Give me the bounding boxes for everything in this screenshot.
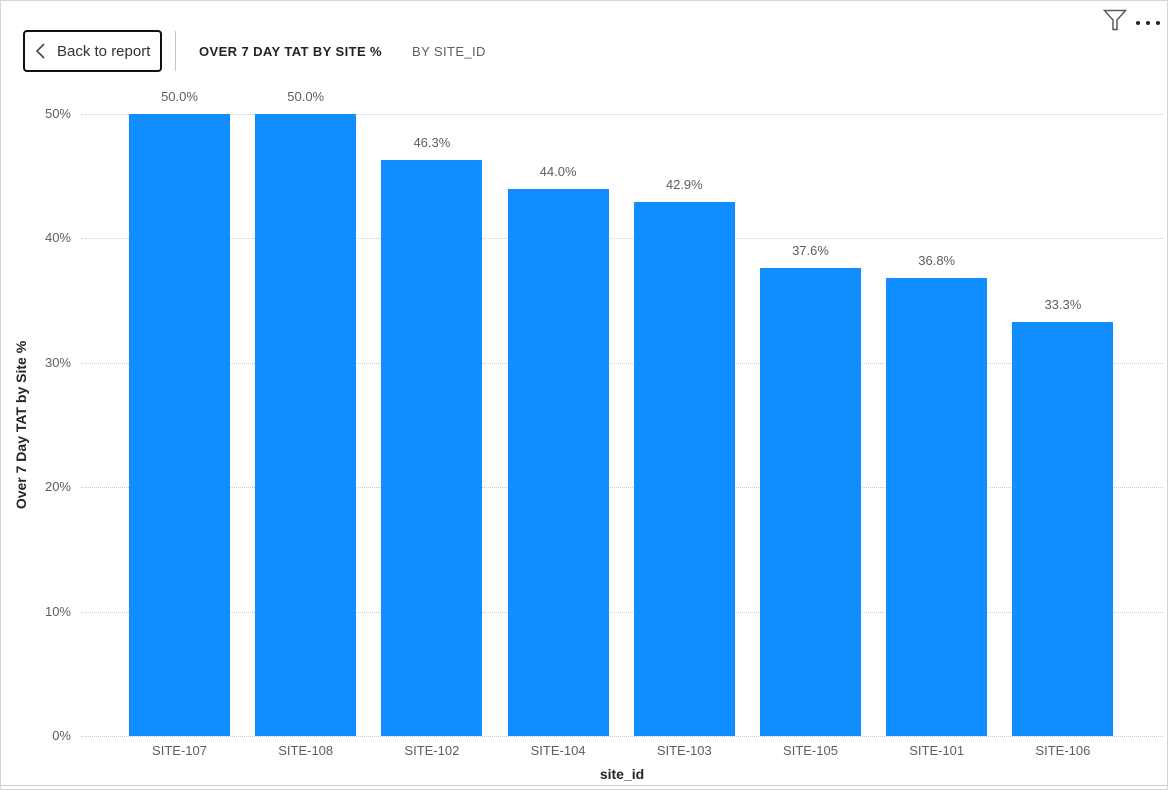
header-divider [175,31,176,71]
more-options-icon[interactable] [1134,17,1162,29]
y-gridline [81,736,1163,737]
x-category-label: SITE-107 [152,743,207,758]
bar-SITE-103[interactable] [633,202,735,736]
y-axis-tick-label: 10% [44,603,71,619]
y-axis-tick-label: 40% [44,230,71,246]
x-category-label: SITE-104 [530,743,586,758]
visual-subtitle: BY SITE_ID [412,44,486,59]
x-axis-title: site_id [599,766,645,782]
bottom-edge-line [1,785,1167,786]
y-gridline [81,362,1163,364]
ellipsis-dot [1156,21,1160,25]
bar-SITE-106[interactable] [1012,321,1114,736]
back-to-report-label: Back to report [57,42,151,60]
y-axis-tick-label: 0% [52,728,71,743]
y-gridline [81,611,1163,613]
bar-data-label: 50.0% [287,89,325,104]
chevron-left-icon [36,43,45,59]
x-category-label: SITE-108 [278,743,334,758]
ellipsis-dot [1146,21,1150,25]
bar-SITE-101[interactable] [886,278,988,736]
bar-SITE-107[interactable] [129,114,230,736]
bar-data-label: 44.0% [539,163,577,179]
ellipsis-dot [1136,21,1140,25]
back-to-report-button[interactable]: Back to report [23,30,162,72]
bar-SITE-105[interactable] [760,268,861,736]
bar-SITE-102[interactable] [381,160,483,736]
bar-data-label: 36.8% [918,253,956,269]
filter-icon[interactable] [1102,8,1128,32]
bar-data-label: 46.3% [413,135,451,151]
bar-data-label: 33.3% [1044,296,1082,312]
bar-SITE-104[interactable] [507,188,609,736]
y-axis-tick-label: 50% [44,106,71,121]
bar-data-label: 37.6% [792,243,829,259]
y-axis-title: Over 7 Day TAT by Site % [13,340,29,510]
visual-title: OVER 7 DAY TAT BY SITE % [199,44,382,59]
y-gridline [81,487,1163,489]
x-category-label: SITE-101 [909,743,965,758]
x-category-label: SITE-102 [404,743,460,758]
x-category-label: SITE-106 [1035,743,1091,758]
x-category-label: SITE-103 [656,743,712,758]
y-axis-tick-label: 20% [44,479,71,495]
bar-data-label: 50.0% [161,89,198,104]
bar-data-label: 42.9% [665,177,703,193]
bar-SITE-108[interactable] [255,114,357,736]
x-category-label: SITE-105 [783,743,838,758]
y-gridline [81,114,1163,115]
y-axis-tick-label: 30% [44,354,71,370]
y-gridline [81,238,1163,240]
